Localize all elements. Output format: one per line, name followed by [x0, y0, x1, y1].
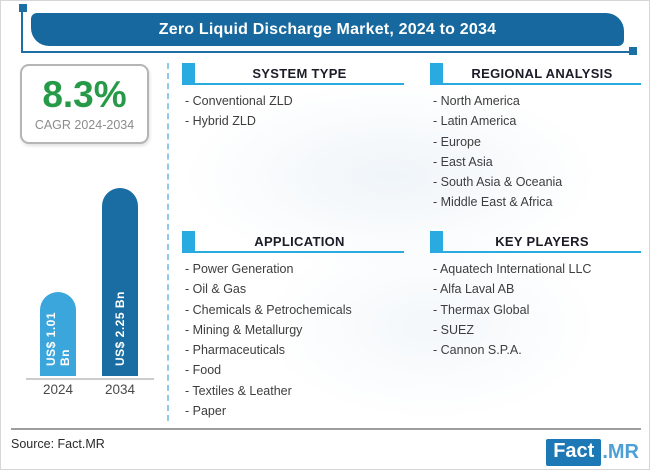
list-item: South Asia & Oceania: [433, 172, 641, 192]
list-item: SUEZ: [433, 320, 641, 340]
frame-horizontal-line: [21, 51, 633, 53]
section-item-list: Aquatech International LLC Alfa Laval AB…: [430, 259, 641, 360]
section-title: APPLICATION: [195, 231, 404, 253]
list-item: Power Generation: [185, 259, 404, 279]
cagr-card: 8.3% CAGR 2024-2034: [20, 64, 149, 144]
chart-baseline: [26, 378, 154, 380]
bar-2034: US$ 2.25 Bn: [102, 188, 138, 376]
corner-square-decoration: [19, 4, 27, 12]
section-item-list: Conventional ZLD Hybrid ZLD: [182, 91, 404, 132]
bar-value-label: US$ 2.25 Bn: [113, 291, 127, 366]
list-item: Paper: [185, 401, 404, 421]
bar-value-label: US$ 1.01 Bn: [44, 311, 72, 366]
list-item: Hybrid ZLD: [185, 111, 404, 131]
list-item: Pharmaceuticals: [185, 340, 404, 360]
list-item: Food: [185, 360, 404, 380]
list-item: Conventional ZLD: [185, 91, 404, 111]
list-item: Textiles & Leather: [185, 381, 404, 401]
bar-2024: US$ 1.01 Bn: [40, 292, 76, 376]
corner-square-decoration: [629, 47, 637, 55]
list-item: Alfa Laval AB: [433, 279, 641, 299]
section-title: SYSTEM TYPE: [195, 63, 404, 85]
cagr-caption: CAGR 2024-2034: [34, 118, 135, 132]
list-item: Latin America: [433, 111, 641, 131]
list-item: Oil & Gas: [185, 279, 404, 299]
page-title: Zero Liquid Discharge Market, 2024 to 20…: [158, 20, 497, 38]
section-item-list: North America Latin America Europe East …: [430, 91, 641, 213]
section-tab-marker: [430, 63, 443, 85]
list-item: Cannon S.P.A.: [433, 340, 641, 360]
section-tab-marker: [182, 231, 195, 253]
factmr-logo: Fact .MR: [546, 439, 639, 466]
dashed-divider: [167, 63, 169, 421]
list-item: Middle East & Africa: [433, 192, 641, 212]
section-header: SYSTEM TYPE: [182, 63, 404, 85]
frame-vertical-line: [21, 8, 23, 53]
list-item: Aquatech International LLC: [433, 259, 641, 279]
logo-fact-block: Fact: [546, 439, 602, 466]
section-tab-marker: [430, 231, 443, 253]
source-text: Source: Fact.MR: [11, 437, 105, 451]
list-item: North America: [433, 91, 641, 111]
section-header: REGIONAL ANALYSIS: [430, 63, 641, 85]
section-application: APPLICATION Power Generation Oil & Gas C…: [182, 231, 404, 421]
section-tab-marker: [182, 63, 195, 85]
list-item: Mining & Metallurgy: [185, 320, 404, 340]
section-system-type: SYSTEM TYPE Conventional ZLD Hybrid ZLD: [182, 63, 404, 132]
x-axis-label-2024: 2024: [42, 382, 74, 397]
footer-divider-line: [11, 428, 641, 430]
list-item: Thermax Global: [433, 300, 641, 320]
logo-mr-text: .MR: [602, 441, 639, 463]
list-item: Europe: [433, 132, 641, 152]
section-key-players: KEY PLAYERS Aquatech International LLC A…: [430, 231, 641, 360]
cagr-value: 8.3%: [42, 74, 127, 115]
list-item: Chemicals & Petrochemicals: [185, 300, 404, 320]
section-title: KEY PLAYERS: [443, 231, 641, 253]
section-header: KEY PLAYERS: [430, 231, 641, 253]
section-header: APPLICATION: [182, 231, 404, 253]
title-bar: Zero Liquid Discharge Market, 2024 to 20…: [31, 13, 624, 46]
section-item-list: Power Generation Oil & Gas Chemicals & P…: [182, 259, 404, 421]
list-item: East Asia: [433, 152, 641, 172]
x-axis-label-2034: 2034: [104, 382, 136, 397]
section-title: REGIONAL ANALYSIS: [443, 63, 641, 85]
section-regional-analysis: REGIONAL ANALYSIS North America Latin Am…: [430, 63, 641, 213]
